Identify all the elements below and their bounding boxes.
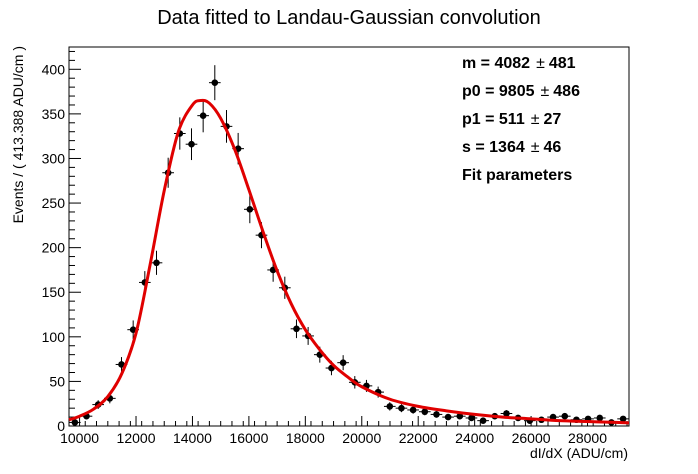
y-tick-label: 300 — [42, 150, 66, 166]
x-tick-label: 20000 — [342, 430, 381, 446]
data-point — [150, 250, 163, 275]
data-point — [593, 414, 606, 422]
y-axis-label: Events / ( 413.388 ADU/cm ) — [10, 46, 26, 223]
y-tick-label: 0 — [57, 418, 65, 434]
x-tick-label: 14000 — [173, 430, 212, 446]
y-tick-label: 350 — [42, 106, 66, 122]
data-point — [69, 419, 81, 426]
plot-frame — [68, 46, 630, 427]
data-point — [243, 195, 256, 224]
data-marker — [129, 326, 137, 333]
y-tick-label: 100 — [42, 329, 66, 345]
data-point — [407, 406, 419, 414]
x-tick-label: 10000 — [60, 430, 99, 446]
y-tick-label: 400 — [42, 61, 66, 77]
x-tick-label: 16000 — [229, 430, 268, 446]
data-marker — [433, 411, 440, 418]
data-marker — [199, 112, 207, 119]
x-axis-label: dI/dX (ADU/cm) — [530, 445, 628, 461]
stat-row-m: m = 4082 ±481 — [462, 55, 576, 72]
data-point — [197, 99, 209, 133]
stat-row-p1: p1 = 511 ±27 — [462, 111, 561, 128]
data-marker — [479, 417, 487, 424]
y-tick-label: 200 — [42, 240, 66, 256]
data-point — [395, 404, 408, 413]
data-point — [477, 417, 489, 424]
data-marker — [421, 408, 429, 416]
x-tick-label: 26000 — [512, 430, 551, 446]
y-tick-label: 150 — [42, 284, 66, 300]
data-marker — [619, 415, 627, 423]
y-axis: 0 50 100 150 200 250 300 350 400 — [42, 50, 81, 434]
data-point — [185, 128, 198, 161]
data-marker — [339, 359, 347, 366]
data-point — [418, 408, 431, 416]
data-point — [500, 410, 513, 417]
x-tick-label: 22000 — [399, 430, 438, 446]
data-point — [290, 319, 303, 339]
data-marker — [71, 419, 79, 426]
data-point — [442, 413, 454, 421]
stat-row-s: s = 1364 ±46 — [462, 139, 561, 156]
data-marker — [468, 414, 475, 422]
fit-curve — [68, 98, 630, 425]
data-point — [337, 355, 349, 371]
data-marker — [561, 412, 569, 420]
data-marker — [409, 406, 417, 414]
stat-row-p0: p0 = 9805 ±486 — [462, 83, 580, 100]
data-point — [617, 415, 629, 423]
data-marker — [293, 325, 300, 333]
data-marker — [153, 259, 160, 267]
data-marker — [188, 140, 195, 148]
data-marker — [386, 403, 394, 410]
data-marker — [503, 410, 510, 417]
data-point — [430, 411, 443, 418]
data-marker — [246, 206, 254, 213]
data-point — [208, 65, 221, 101]
x-tick-label: 24000 — [455, 430, 494, 446]
data-marker — [596, 414, 604, 422]
data-marker — [118, 361, 125, 368]
x-axis: 10000 12000 14000 16000 18000 20000 22000 24000… — [60, 416, 628, 446]
data-point — [383, 402, 396, 411]
data-marker — [211, 79, 219, 86]
chart-title: Data fitted to Landau-Gaussian convoluti… — [157, 7, 541, 29]
y-tick-label: 250 — [42, 195, 66, 211]
x-tick-label: 18000 — [286, 430, 325, 446]
x-tick-label: 12000 — [117, 430, 156, 446]
data-point — [558, 412, 571, 420]
fit-parameters-heading: Fit parameters — [462, 167, 572, 184]
data-point — [115, 357, 128, 372]
data-point — [465, 414, 478, 422]
fit-parameters-box: m = 4082 ±481 p0 = 9805 ±486 p1 = 511 ±27 s… — [462, 55, 580, 184]
data-marker — [398, 404, 405, 412]
data-point — [453, 412, 466, 420]
data-marker — [456, 412, 464, 420]
data-point — [127, 320, 140, 339]
x-tick-label: 28000 — [568, 430, 607, 446]
fit-curve-layer — [68, 98, 630, 425]
data-marker — [444, 413, 452, 421]
y-tick-label: 50 — [49, 373, 65, 389]
